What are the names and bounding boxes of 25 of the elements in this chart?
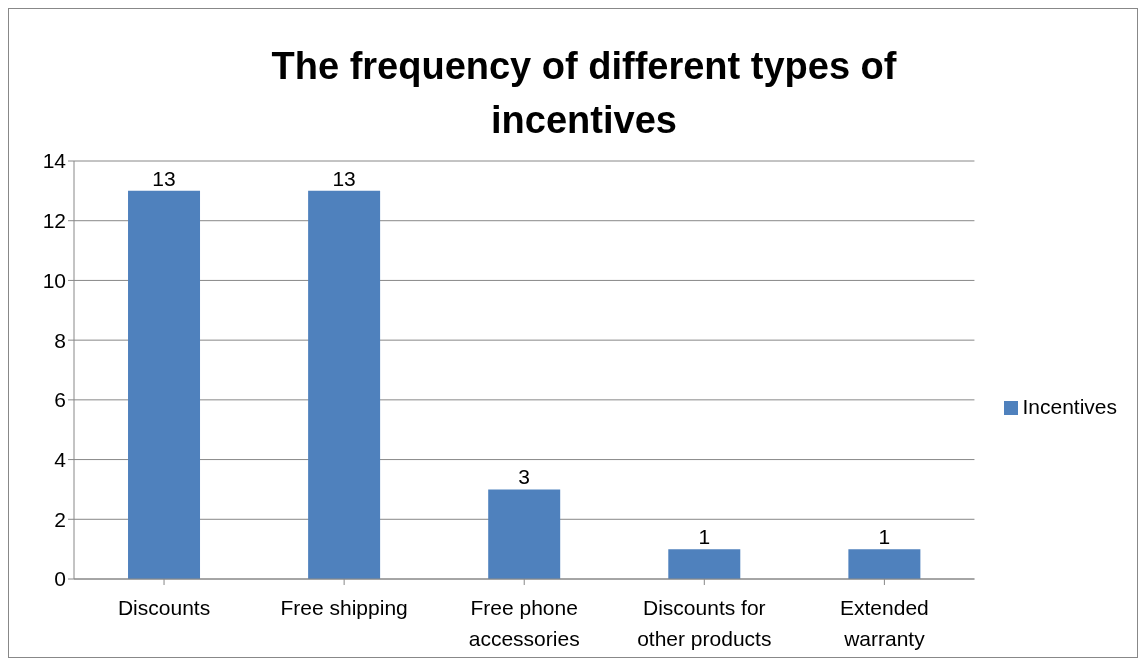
y-tick-label: 8 [54,328,66,352]
y-tick-label: 6 [54,388,66,412]
data-label: 3 [518,465,531,489]
x-tick-label: Extended warranty [840,596,929,650]
x-tick-label: Free shipping [280,596,408,619]
chart-title: The frequency of different types of incentives [270,44,898,143]
y-tick-label: 0 [54,567,66,591]
bar [668,549,741,579]
x-tick-label: Discounts [117,596,211,619]
y-tick-label: 2 [54,507,66,531]
y-tick-label: 4 [54,448,67,472]
data-label: 1 [878,525,891,549]
y-tick-label: 10 [42,268,66,292]
y-tick-label: 12 [42,209,66,233]
bar [848,549,921,579]
legend-label: Incentives [1022,395,1117,418]
data-label: 13 [332,166,356,190]
data-label: 1 [698,525,711,549]
x-tick-label: Free phone accessories [468,596,580,650]
x-tick-label: Discounts for other products [637,596,772,650]
y-tick-label: 14 [42,149,67,173]
bar [488,489,561,579]
bar [308,190,381,579]
bar [128,190,201,579]
data-label: 13 [152,166,176,190]
